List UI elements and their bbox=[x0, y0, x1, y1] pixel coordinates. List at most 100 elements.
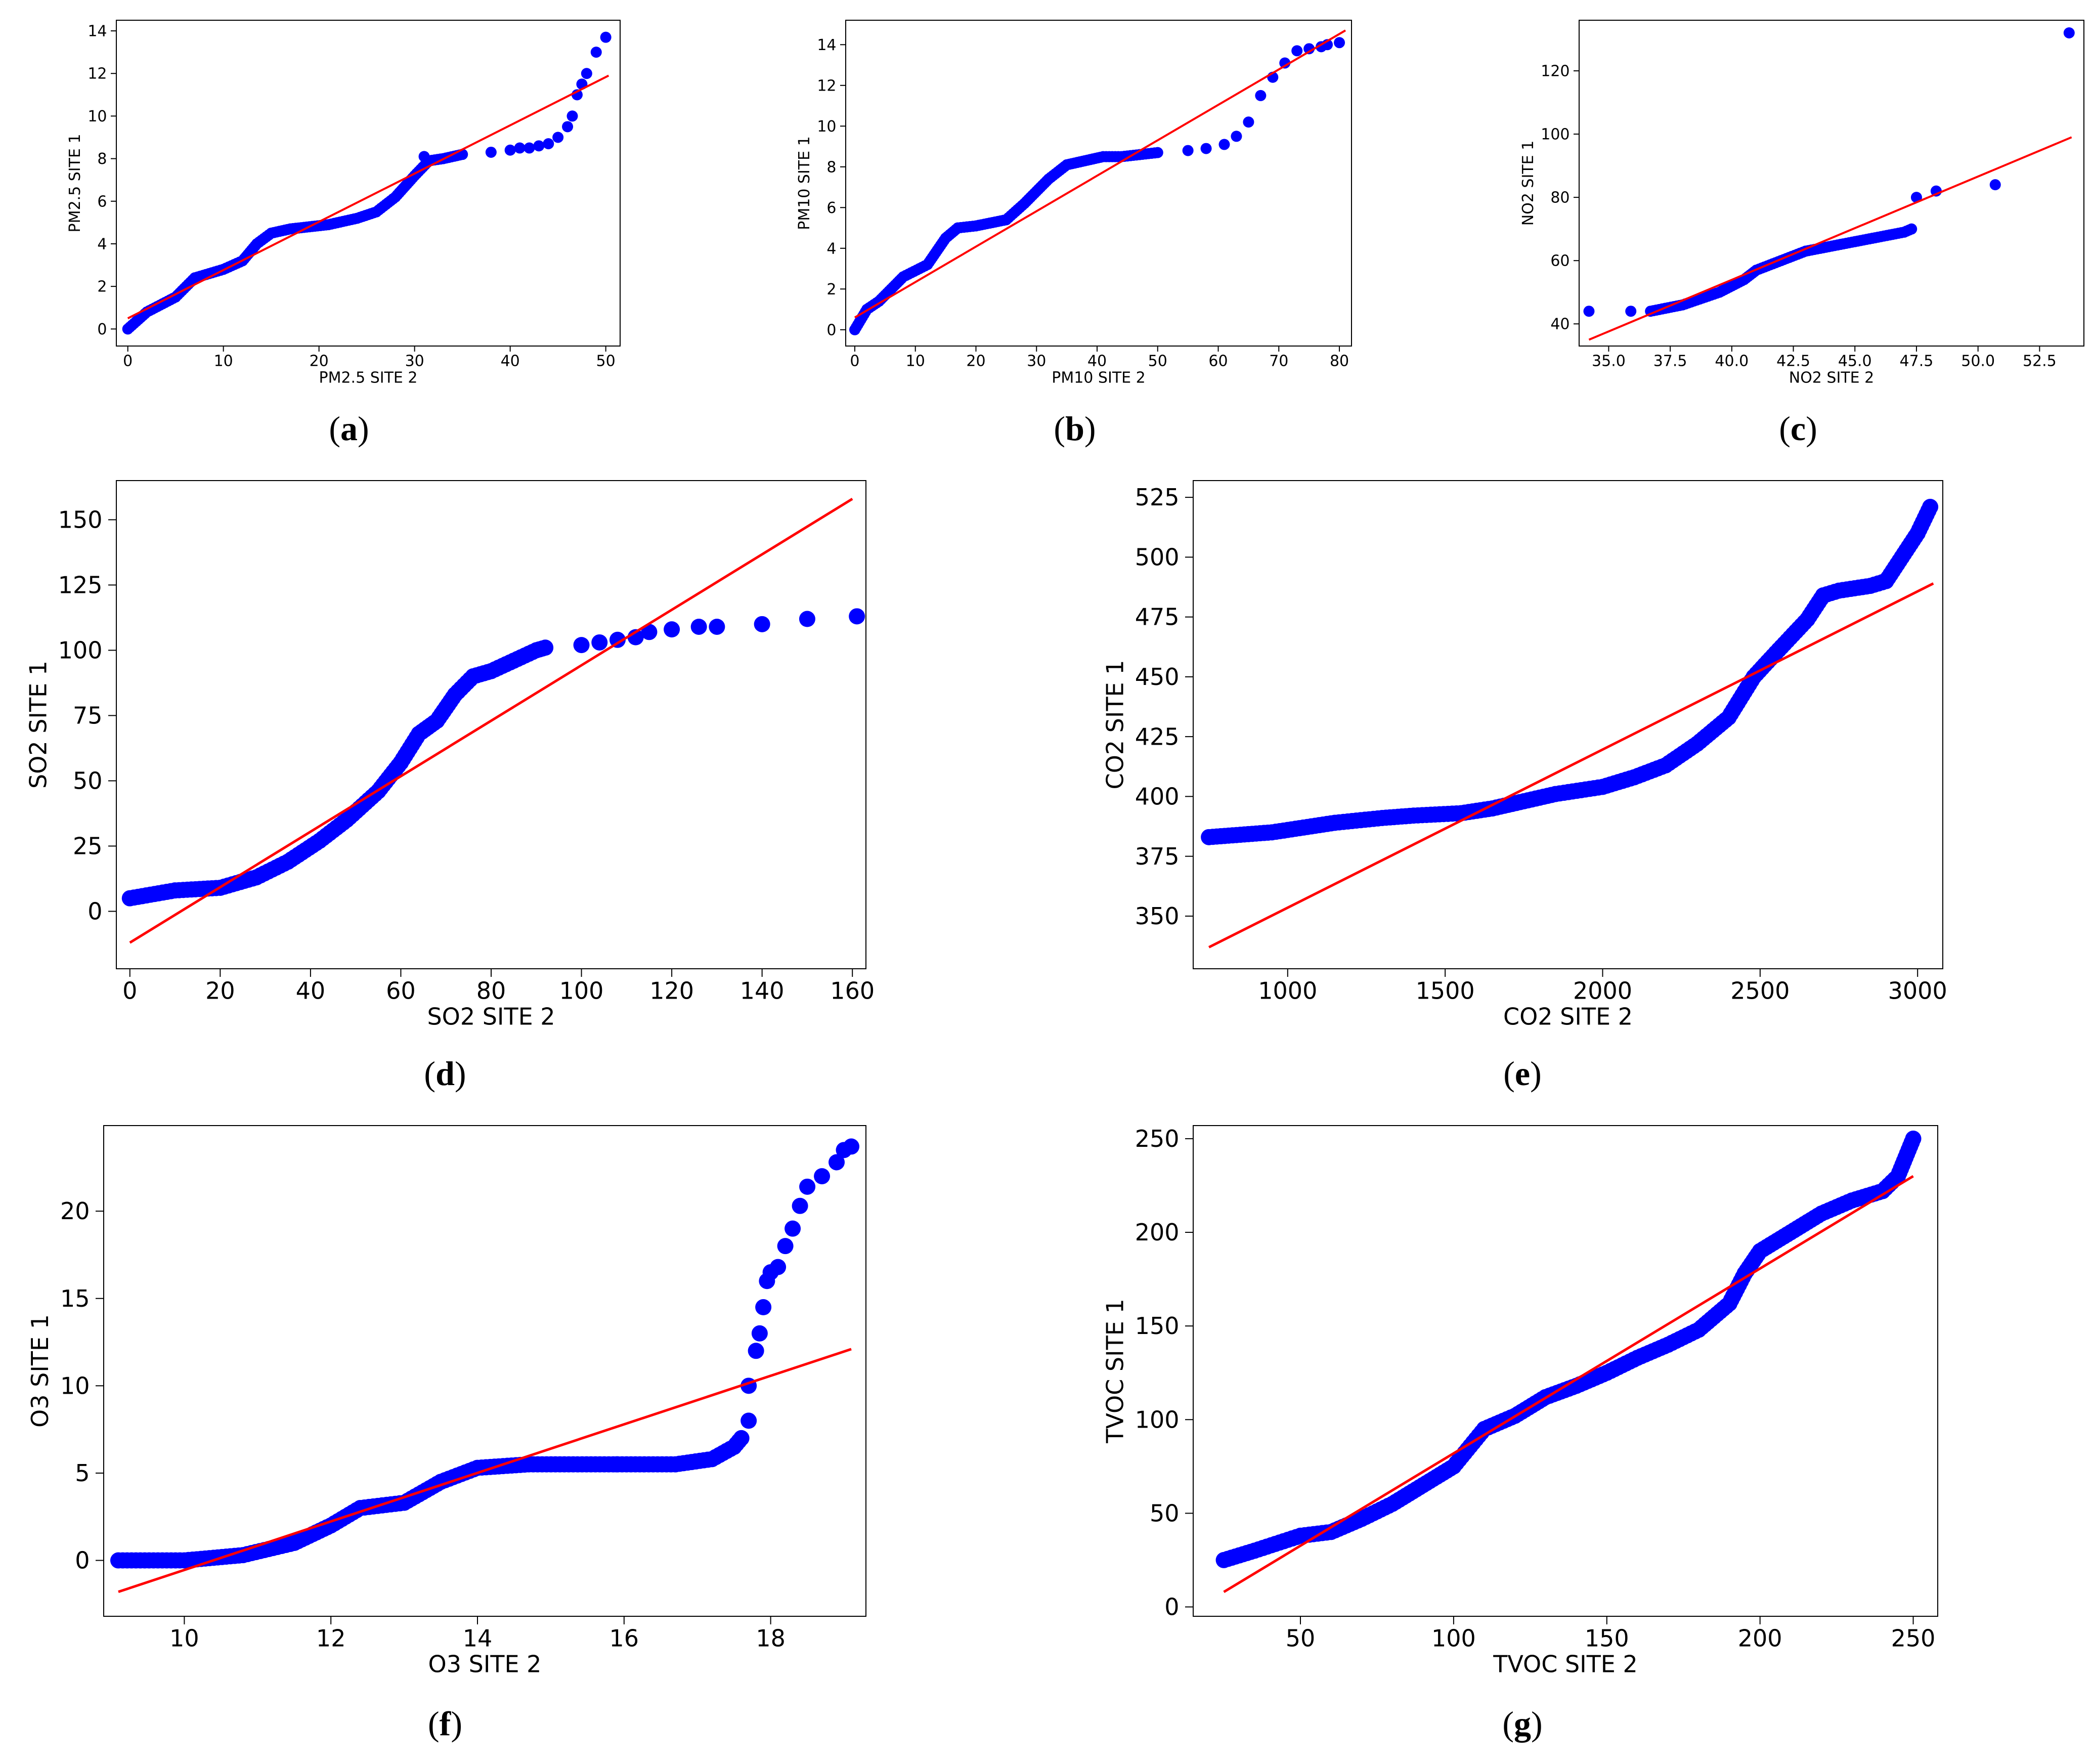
data-point bbox=[664, 621, 680, 638]
x-axis-label: O3 SITE 2 bbox=[428, 1650, 542, 1677]
x-tick-label: 40 bbox=[501, 353, 520, 370]
y-tick-label: 25 bbox=[73, 833, 103, 860]
y-tick-label: 100 bbox=[1135, 1406, 1180, 1433]
plot-frame bbox=[116, 20, 621, 347]
reference-line bbox=[129, 497, 853, 944]
y-tick-label: 6 bbox=[97, 193, 107, 210]
y-tick-label: 60 bbox=[1550, 252, 1570, 270]
reference-line bbox=[118, 1348, 852, 1594]
data-point bbox=[1231, 131, 1242, 142]
y-axis-label: PM2.5 SITE 1 bbox=[66, 134, 84, 232]
data-point bbox=[581, 68, 592, 79]
data-point bbox=[608, 1456, 625, 1473]
x-tick-label: 200 bbox=[1738, 1625, 1782, 1652]
x-tick-label: 2500 bbox=[1730, 977, 1790, 1005]
y-tick-label: 100 bbox=[58, 637, 103, 664]
x-tick-label: 10 bbox=[906, 353, 925, 370]
y-axis-label: PM10 SITE 1 bbox=[796, 136, 813, 230]
x-tick-label: 20 bbox=[205, 977, 235, 1005]
x-tick-label: 45.0 bbox=[1838, 353, 1872, 370]
y-tick-label: 15 bbox=[60, 1285, 90, 1312]
plot-frame bbox=[1193, 480, 1943, 969]
plot-frame bbox=[1579, 20, 2084, 347]
y-axis-label: TVOC SITE 1 bbox=[1102, 1299, 1129, 1444]
x-tick-label: 50 bbox=[1148, 353, 1167, 370]
y-tick-label: 450 bbox=[1135, 663, 1180, 691]
x-tick-label: 60 bbox=[1208, 353, 1228, 370]
x-tick-label: 3000 bbox=[1888, 977, 1947, 1005]
y-tick-label: 500 bbox=[1135, 543, 1180, 571]
y-tick-label: 475 bbox=[1135, 604, 1180, 631]
x-tick-label: 1000 bbox=[1258, 977, 1317, 1005]
panel-c: 35.0 37.5 40.0 42.5 45.0 47.5 50.0 52.5 40 60 80 10… bbox=[1519, 20, 2084, 448]
x-tick-label: 30 bbox=[1027, 353, 1046, 370]
plot-frame bbox=[845, 20, 1352, 347]
y-tick-label: 0 bbox=[75, 1547, 90, 1574]
y-tick-label: 6 bbox=[826, 199, 836, 217]
x-tick-label: 37.5 bbox=[1653, 353, 1687, 370]
data-point bbox=[641, 624, 658, 640]
panel-caption: (e) bbox=[1503, 1054, 1542, 1093]
y-tick-label: 525 bbox=[1135, 484, 1180, 511]
x-axis-label: PM10 SITE 2 bbox=[1052, 369, 1145, 387]
x-tick-label: 50.0 bbox=[1961, 353, 1995, 370]
y-tick-label: 14 bbox=[88, 23, 107, 40]
data-point bbox=[733, 1430, 750, 1446]
data-point bbox=[843, 1138, 860, 1155]
y-tick-label: 50 bbox=[1150, 1499, 1180, 1527]
panel-caption: (g) bbox=[1502, 1704, 1542, 1743]
y-tick-label: 20 bbox=[60, 1197, 90, 1225]
data-point bbox=[777, 1238, 794, 1255]
y-tick-label: 5 bbox=[75, 1459, 90, 1487]
panel-label: c bbox=[1791, 409, 1806, 448]
panel-f: 10 12 14 16 18 0 5 10 15 20 O3 SITE 2 O3 SITE 1 (f) bbox=[26, 1125, 866, 1743]
x-tick-label: 42.5 bbox=[1776, 353, 1810, 370]
y-tick-label: 80 bbox=[1550, 189, 1570, 207]
y-tick-label: 350 bbox=[1135, 902, 1180, 930]
y-tick-label: 125 bbox=[58, 572, 103, 599]
data-point bbox=[1218, 139, 1230, 150]
data-point bbox=[543, 138, 554, 150]
plot-frame bbox=[116, 480, 866, 969]
x-tick-label: 10 bbox=[169, 1625, 199, 1652]
y-tick-label: 14 bbox=[817, 36, 836, 54]
x-tick-label: 18 bbox=[756, 1625, 786, 1652]
x-tick-label: 12 bbox=[316, 1625, 346, 1652]
x-tick-label: 35.0 bbox=[1592, 353, 1626, 370]
data-point bbox=[1922, 499, 1939, 515]
panel-label: d bbox=[435, 1054, 455, 1093]
y-tick-label: 100 bbox=[1541, 126, 1570, 144]
y-tick-label: 150 bbox=[1135, 1312, 1180, 1340]
x-tick-label: 140 bbox=[740, 977, 784, 1005]
data-point bbox=[533, 140, 545, 152]
x-tick-label: 20 bbox=[966, 353, 985, 370]
x-tick-label: 14 bbox=[463, 1625, 493, 1652]
data-point bbox=[754, 616, 770, 632]
reference-line bbox=[1223, 1175, 1914, 1594]
y-tick-label: 0 bbox=[826, 321, 836, 339]
reference-line bbox=[1208, 582, 1934, 949]
panel-b: 0 10 20 30 40 50 60 70 80 0 2 4 6 8 10 12 14 PM10 SITE 2 P… bbox=[796, 20, 1352, 448]
x-tick-label: 52.5 bbox=[2023, 353, 2057, 370]
x-tick-label: 16 bbox=[609, 1625, 639, 1652]
x-tick-label: 120 bbox=[649, 977, 694, 1005]
x-axis-label: PM2.5 SITE 2 bbox=[319, 369, 417, 387]
panel-caption: (d) bbox=[424, 1054, 466, 1093]
y-axis-label: SO2 SITE 1 bbox=[25, 661, 52, 789]
y-tick-label: 0 bbox=[88, 898, 102, 925]
data-point bbox=[566, 110, 578, 122]
y-tick-label: 40 bbox=[1550, 316, 1570, 333]
data-point bbox=[748, 1343, 764, 1359]
x-tick-label: 100 bbox=[559, 977, 604, 1005]
panel-g: 50 100 150 200 250 0 50 100 150 200 250 TVOC SITE 2… bbox=[1102, 1125, 1938, 1743]
y-tick-label: 4 bbox=[826, 240, 836, 257]
y-axis-label: CO2 SITE 1 bbox=[1102, 660, 1129, 789]
y-tick-label: 375 bbox=[1135, 843, 1180, 870]
data-point bbox=[770, 1259, 787, 1275]
y-tick-label: 425 bbox=[1135, 723, 1180, 750]
x-tick-label: 150 bbox=[1585, 1625, 1629, 1652]
data-point bbox=[590, 47, 602, 58]
reference-line bbox=[854, 29, 1346, 319]
data-point bbox=[524, 142, 535, 154]
y-tick-label: 2 bbox=[826, 281, 836, 298]
